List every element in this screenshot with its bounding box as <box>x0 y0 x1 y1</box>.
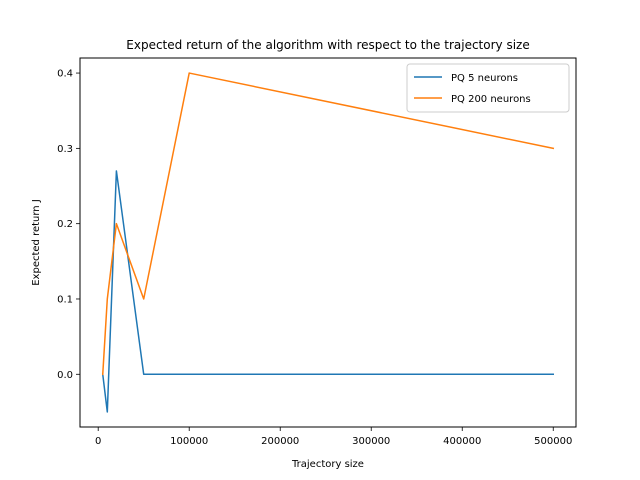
y-tick-label: 0.2 <box>57 219 73 230</box>
legend-label-pq-200-neurons: PQ 200 neurons <box>451 94 531 105</box>
x-tick-label: 300000 <box>352 436 390 447</box>
legend-label-pq-5-neurons: PQ 5 neurons <box>451 73 518 84</box>
x-tick-label: 100000 <box>170 436 208 447</box>
series-line-pq-5-neurons <box>101 170 554 413</box>
y-tick-label: 0.3 <box>57 144 73 155</box>
series-layer <box>101 72 555 413</box>
y-axis: 0.0 0.1 0.2 0.3 0.4 <box>57 69 80 381</box>
legend: PQ 5 neurons PQ 200 neurons <box>406 63 570 113</box>
x-axis: 0 100000 200000 300000 400000 500000 <box>95 427 572 447</box>
chart-title: Expected return of the algorithm with re… <box>126 38 529 52</box>
x-tick-label: 500000 <box>534 436 572 447</box>
y-tick-label: 0.4 <box>57 69 73 80</box>
plot-frame <box>79 57 577 428</box>
x-tick-label: 400000 <box>443 436 481 447</box>
y-tick-label: 0.0 <box>57 370 73 381</box>
y-tick-label: 0.1 <box>57 294 73 305</box>
x-tick-label: 200000 <box>261 436 299 447</box>
y-axis-label: Expected return J <box>31 199 42 286</box>
plot-area <box>79 57 577 428</box>
series-line-pq-200-neurons <box>101 72 555 376</box>
x-axis-label: Trajectory size <box>291 459 364 470</box>
legend-box <box>406 63 570 113</box>
x-tick-label: 0 <box>95 436 101 447</box>
